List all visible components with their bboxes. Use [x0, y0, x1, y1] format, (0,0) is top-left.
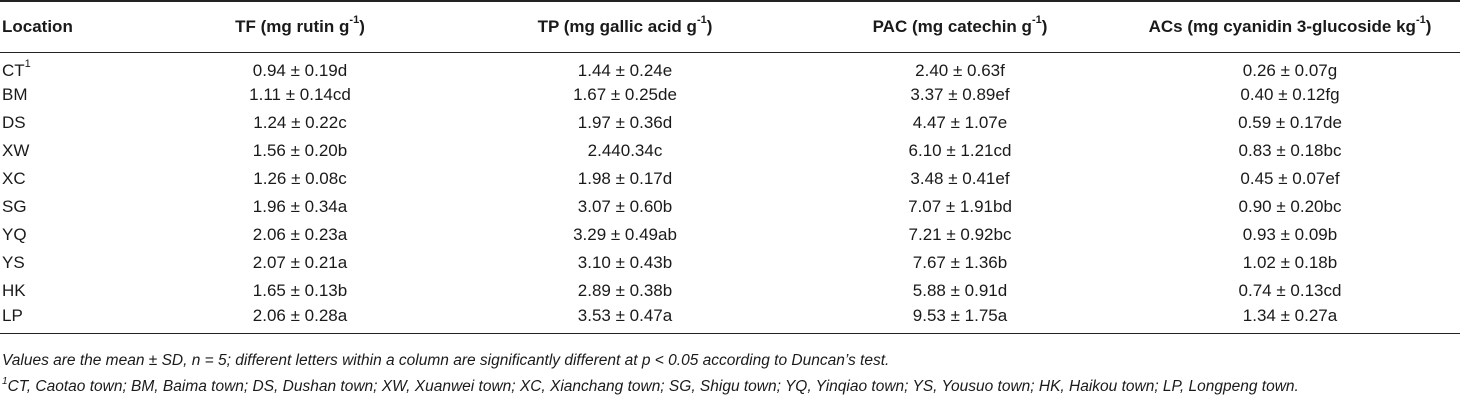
- cell-tp: 3.10 ± 0.43b: [577, 253, 673, 272]
- cell-acs: 0.83 ± 0.18bc: [1238, 141, 1342, 160]
- cell-pac: 4.47 ± 1.07e: [912, 113, 1008, 132]
- cell-pac: 3.37 ± 0.89ef: [910, 85, 1010, 104]
- location-footnote-marker: 1: [24, 58, 31, 71]
- header-pac-text: PAC (mg catechin g: [872, 17, 1032, 36]
- header-pac-after: ): [1041, 17, 1048, 36]
- data-table: Location TF (mg rutin g-1) TP (mg gallic…: [0, 1, 1460, 334]
- cell-tf: 2.07 ± 0.21a: [252, 253, 348, 272]
- footnote-values: Values are the mean ± SD, n = 5; differe…: [2, 352, 890, 369]
- cell-tf: 1.26 ± 0.08c: [253, 169, 347, 188]
- table-row: BM 1.11 ± 0.14cd 1.67 ± 0.25de 3.37 ± 0.…: [0, 81, 1460, 109]
- cell-location: HK: [2, 281, 26, 300]
- cell-pac: 3.48 ± 0.41ef: [910, 169, 1010, 188]
- cell-pac: 7.07 ± 1.91bd: [908, 197, 1012, 216]
- location-text: CT: [2, 61, 25, 80]
- table-row: DS 1.24 ± 0.22c 1.97 ± 0.36d 4.47 ± 1.07…: [0, 109, 1460, 137]
- header-tf: TF (mg rutin g-1): [150, 1, 450, 53]
- header-tp-after: ): [706, 17, 713, 36]
- cell-tp: 1.98 ± 0.17d: [577, 169, 673, 188]
- table-body: CT1 0.94 ± 0.19d 1.44 ± 0.24e 2.40 ± 0.6…: [0, 53, 1460, 334]
- footnote-locations-text: CT, Caotao town; BM, Baima town; DS, Dus…: [7, 378, 1299, 395]
- cell-location: XW: [2, 141, 30, 160]
- cell-acs: 1.34 ± 0.27a: [1120, 305, 1460, 334]
- footnote-locations: 1CT, Caotao town; BM, Baima town; DS, Du…: [2, 375, 1458, 396]
- header-acs: ACs (mg cyanidin 3-glucoside kg-1): [1120, 1, 1460, 53]
- header-acs-after: ): [1425, 17, 1432, 36]
- cell-location: DS: [2, 113, 26, 132]
- cell-tf: 1.96 ± 0.34a: [252, 197, 348, 216]
- cell-location: XC: [2, 169, 26, 188]
- header-pac: PAC (mg catechin g-1): [800, 1, 1120, 53]
- cell-pac: 2.40 ± 0.63f: [915, 61, 1005, 80]
- cell-acs: 0.93 ± 0.09b: [1242, 225, 1338, 244]
- cell-location: LP: [0, 305, 150, 334]
- cell-tp: 1.44 ± 0.24e: [577, 61, 673, 80]
- cell-acs: 0.45 ± 0.07ef: [1240, 169, 1340, 188]
- cell-acs: 0.40 ± 0.12fg: [1240, 85, 1340, 104]
- cell-acs: 0.59 ± 0.17de: [1238, 113, 1342, 132]
- cell-pac: 5.88 ± 0.91d: [912, 281, 1008, 300]
- cell-tp: 1.67 ± 0.25de: [573, 85, 677, 104]
- cell-tf: 1.11 ± 0.14cd: [249, 85, 351, 104]
- table-row: YS 2.07 ± 0.21a 3.10 ± 0.43b 7.67 ± 1.36…: [0, 249, 1460, 277]
- table-row: SG 1.96 ± 0.34a 3.07 ± 0.60b 7.07 ± 1.91…: [0, 193, 1460, 221]
- cell-location: SG: [2, 197, 27, 216]
- cell-tf: 2.06 ± 0.28a: [150, 305, 450, 334]
- cell-tf: 1.56 ± 0.20b: [252, 141, 348, 160]
- table-row: XC 1.26 ± 0.08c 1.98 ± 0.17d 3.48 ± 0.41…: [0, 165, 1460, 193]
- cell-pac: 6.10 ± 1.21cd: [908, 141, 1012, 160]
- cell-acs: 1.02 ± 0.18b: [1242, 253, 1338, 272]
- header-tp-sup: -1: [696, 14, 707, 27]
- cell-tp: 3.07 ± 0.60b: [577, 197, 673, 216]
- table-row: LP 2.06 ± 0.28a 3.53 ± 0.47a 9.53 ± 1.75…: [0, 305, 1460, 334]
- header-pac-sup: -1: [1031, 14, 1042, 27]
- cell-tp: 2.89 ± 0.38b: [577, 281, 673, 300]
- header-tp: TP (mg gallic acid g-1): [450, 1, 800, 53]
- header-tf-text: TF (mg rutin g: [235, 17, 350, 36]
- table-header: Location TF (mg rutin g-1) TP (mg gallic…: [0, 1, 1460, 53]
- cell-location: CT1: [0, 53, 150, 82]
- table-row: XW 1.56 ± 0.20b 2.440.34c 6.10 ± 1.21cd …: [0, 137, 1460, 165]
- header-location: Location: [0, 1, 150, 53]
- cell-location: YQ: [2, 225, 27, 244]
- table-row: YQ 2.06 ± 0.23a 3.29 ± 0.49ab 7.21 ± 0.9…: [0, 221, 1460, 249]
- header-tp-text: TP (mg gallic acid g: [537, 17, 697, 36]
- cell-tf: 0.94 ± 0.19d: [252, 61, 348, 80]
- header-row: Location TF (mg rutin g-1) TP (mg gallic…: [0, 1, 1460, 53]
- cell-acs: 0.74 ± 0.13cd: [1238, 281, 1342, 300]
- cell-tf: 2.06 ± 0.23a: [252, 225, 348, 244]
- cell-location: YS: [2, 253, 25, 272]
- header-acs-sup: -1: [1415, 14, 1426, 27]
- cell-tf: 1.24 ± 0.22c: [253, 113, 347, 132]
- cell-pac: 7.67 ± 1.36b: [912, 253, 1008, 272]
- cell-tp: 2.440.34c: [587, 141, 663, 160]
- header-tf-sup: -1: [349, 14, 360, 27]
- header-tf-after: ): [359, 17, 365, 36]
- table-row: CT1 0.94 ± 0.19d 1.44 ± 0.24e 2.40 ± 0.6…: [0, 53, 1460, 82]
- footnote-marker: 1: [2, 375, 8, 387]
- cell-pac: 9.53 ± 1.75a: [800, 305, 1120, 334]
- cell-acs: 0.26 ± 0.07g: [1242, 61, 1338, 80]
- cell-tp: 3.29 ± 0.49ab: [573, 225, 677, 244]
- cell-tp: 1.97 ± 0.36d: [577, 113, 673, 132]
- header-acs-text: ACs (mg cyanidin 3-glucoside kg: [1148, 17, 1416, 36]
- cell-tp: 3.53 ± 0.47a: [450, 305, 800, 334]
- cell-location: BM: [2, 85, 28, 104]
- cell-tf: 1.65 ± 0.13b: [252, 281, 348, 300]
- cell-pac: 7.21 ± 0.92bc: [908, 225, 1012, 244]
- table-row: HK 1.65 ± 0.13b 2.89 ± 0.38b 5.88 ± 0.91…: [0, 277, 1460, 305]
- cell-acs: 0.90 ± 0.20bc: [1238, 197, 1342, 216]
